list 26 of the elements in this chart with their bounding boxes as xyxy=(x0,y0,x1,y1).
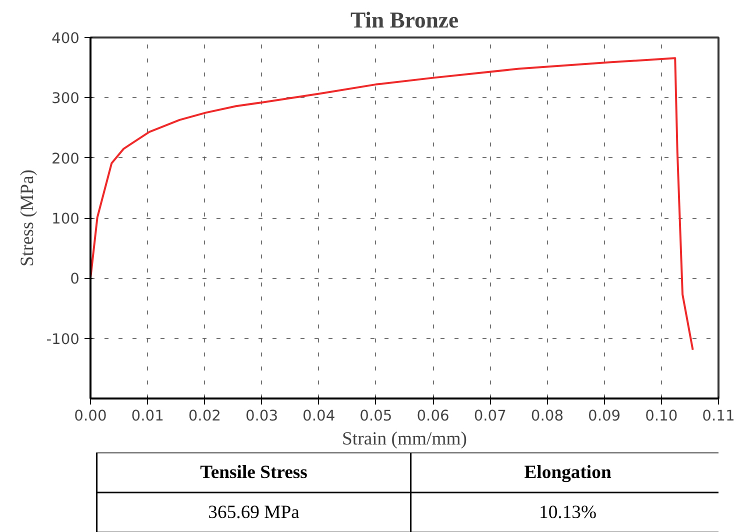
line-series xyxy=(90,57,694,351)
chart-title: Tin Bronze xyxy=(350,8,459,32)
x-tick-label: 0.04 xyxy=(302,408,336,424)
y-axis-title: Stress (MPa) xyxy=(17,170,38,266)
x-tick-label: 0.10 xyxy=(645,408,678,424)
x-tick-label: 0.05 xyxy=(360,408,392,424)
text: Elongation xyxy=(524,462,612,483)
y-tick-label: -100 xyxy=(46,330,80,348)
x-tick-label: 0.02 xyxy=(188,408,222,424)
y-tick-label: 300 xyxy=(52,90,80,108)
x-tick-label: 0.00 xyxy=(74,408,107,424)
y-tick-label: 200 xyxy=(52,150,80,168)
x-tick-label: 0.06 xyxy=(416,408,450,424)
y-tick-label: 0 xyxy=(70,270,80,288)
y-tick-label: 400 xyxy=(52,30,80,47)
text: 365.69 MPa xyxy=(208,502,300,523)
x-tick-label: 0.11 xyxy=(702,408,735,424)
y-tick-label: 100 xyxy=(52,210,80,228)
text: 10.13% xyxy=(539,502,597,523)
text: Tensile Stress xyxy=(200,462,308,483)
x-tick-label: 0.03 xyxy=(245,408,278,424)
x-tick-label: 0.01 xyxy=(131,408,164,424)
x-tick-label: 0.08 xyxy=(530,408,564,424)
x-tick-label: 0.07 xyxy=(474,408,506,424)
x-tick-label: 0.09 xyxy=(588,408,621,424)
x-axis-title: Strain (mm/mm) xyxy=(342,428,467,450)
